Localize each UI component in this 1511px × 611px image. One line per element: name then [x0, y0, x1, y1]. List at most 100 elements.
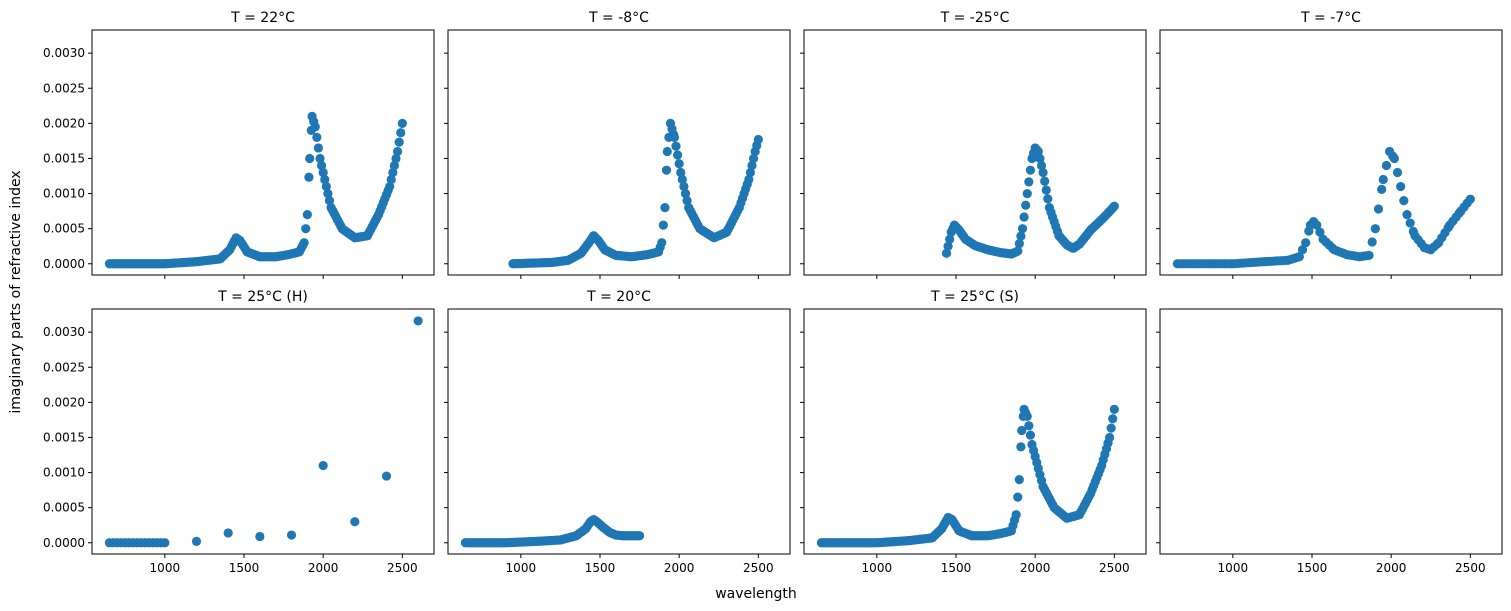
data-point	[391, 153, 401, 164]
data-point	[679, 181, 689, 192]
data-point	[1108, 414, 1118, 424]
data-point	[745, 167, 756, 178]
y-tick-label: 0.0015	[43, 151, 85, 165]
data-point	[1104, 432, 1115, 443]
data-point	[1016, 231, 1026, 241]
data-point	[658, 220, 668, 230]
data-point	[1399, 195, 1409, 206]
data-point	[747, 160, 757, 171]
data-points	[508, 118, 763, 269]
data-point	[301, 224, 311, 234]
data-point	[318, 460, 328, 471]
data-point	[1297, 245, 1308, 255]
data-point	[657, 238, 667, 248]
axes-frame	[1159, 29, 1503, 276]
data-point	[381, 471, 392, 481]
panel-8: 1000 1500 2000 2500	[1156, 308, 1503, 575]
panel-4: T = -7°C	[1156, 10, 1503, 279]
data-point	[350, 517, 360, 527]
data-point	[1396, 181, 1406, 192]
y-tick-label: 0.0000	[43, 536, 85, 550]
data-point	[1377, 184, 1387, 194]
data-point	[318, 167, 328, 178]
axes-frame	[803, 29, 1147, 276]
x-tick-label: 1000	[1218, 561, 1249, 575]
data-point	[389, 160, 400, 171]
data-point	[662, 146, 672, 157]
data-point	[1014, 474, 1024, 485]
y-tick-label: 0.0000	[43, 257, 85, 271]
data-point	[413, 316, 423, 326]
data-point	[304, 172, 314, 182]
data-point	[1017, 224, 1028, 234]
x-axis-label: wavelength	[715, 586, 797, 602]
data-point	[286, 530, 297, 540]
data-point	[1315, 227, 1325, 237]
data-point	[1024, 421, 1034, 431]
panel-title: T = 20°C	[586, 289, 651, 305]
data-point	[1373, 204, 1384, 214]
y-tick-label: 0.0020	[43, 116, 85, 130]
data-point	[191, 536, 202, 546]
y-tick-label: 0.0020	[43, 395, 85, 409]
data-point	[1024, 177, 1034, 187]
data-point	[313, 143, 324, 153]
panel-title: T = 25°C (H)	[217, 289, 308, 305]
data-point	[669, 132, 680, 143]
data-point	[316, 160, 327, 171]
panel-6: T = 20°C 1000 1500 2000 2500	[444, 289, 791, 575]
data-point	[320, 174, 330, 185]
data-point	[223, 528, 233, 538]
y-tick-label: 0.0010	[43, 466, 85, 480]
data-points	[104, 111, 407, 269]
data-point	[674, 159, 684, 169]
data-point	[323, 188, 333, 199]
x-tick-label: 1500	[1297, 561, 1328, 575]
data-point	[1364, 250, 1374, 260]
x-tick-label: 1000	[150, 561, 181, 575]
data-point	[386, 174, 396, 185]
x-tick-label: 2000	[664, 561, 695, 575]
data-point	[945, 234, 955, 244]
data-point	[397, 118, 407, 128]
data-point	[388, 167, 398, 178]
data-point	[1021, 200, 1031, 210]
data-point	[1405, 218, 1415, 228]
data-point	[1389, 153, 1399, 164]
x-tick-label: 1000	[862, 561, 893, 575]
x-tick-label: 2500	[387, 561, 418, 575]
axes-frame	[91, 308, 435, 555]
x-tick-label: 2500	[1099, 561, 1130, 575]
data-point	[1017, 425, 1027, 436]
data-point	[748, 153, 759, 164]
y-tick-label: 0.0005	[43, 501, 85, 515]
x-tick-label: 2000	[308, 561, 339, 575]
data-point	[1106, 423, 1116, 433]
data-point	[1013, 492, 1023, 502]
data-point	[396, 128, 406, 138]
panel-title: T = 22°C	[230, 10, 295, 26]
data-point	[677, 174, 687, 185]
data-point	[1043, 194, 1053, 204]
axes-frame	[447, 308, 791, 555]
data-point	[1033, 146, 1043, 157]
x-tick-label: 2500	[743, 561, 774, 575]
data-point	[671, 141, 681, 151]
y-tick-label: 0.0025	[43, 81, 85, 95]
data-point	[1013, 246, 1023, 256]
data-point	[941, 248, 952, 258]
y-tick-label: 0.0010	[43, 187, 85, 201]
data-point	[1022, 188, 1032, 199]
data-point	[1370, 224, 1380, 234]
panel-title: T = -25°C	[940, 10, 1010, 26]
data-point	[1016, 442, 1026, 452]
data-point	[305, 153, 315, 164]
data-point	[1036, 160, 1047, 171]
data-point	[672, 150, 683, 160]
data-point	[321, 181, 331, 192]
y-tick-label: 0.0030	[43, 46, 85, 60]
data-point	[255, 531, 265, 542]
data-point	[1022, 411, 1032, 422]
axes-frame	[1159, 308, 1503, 555]
